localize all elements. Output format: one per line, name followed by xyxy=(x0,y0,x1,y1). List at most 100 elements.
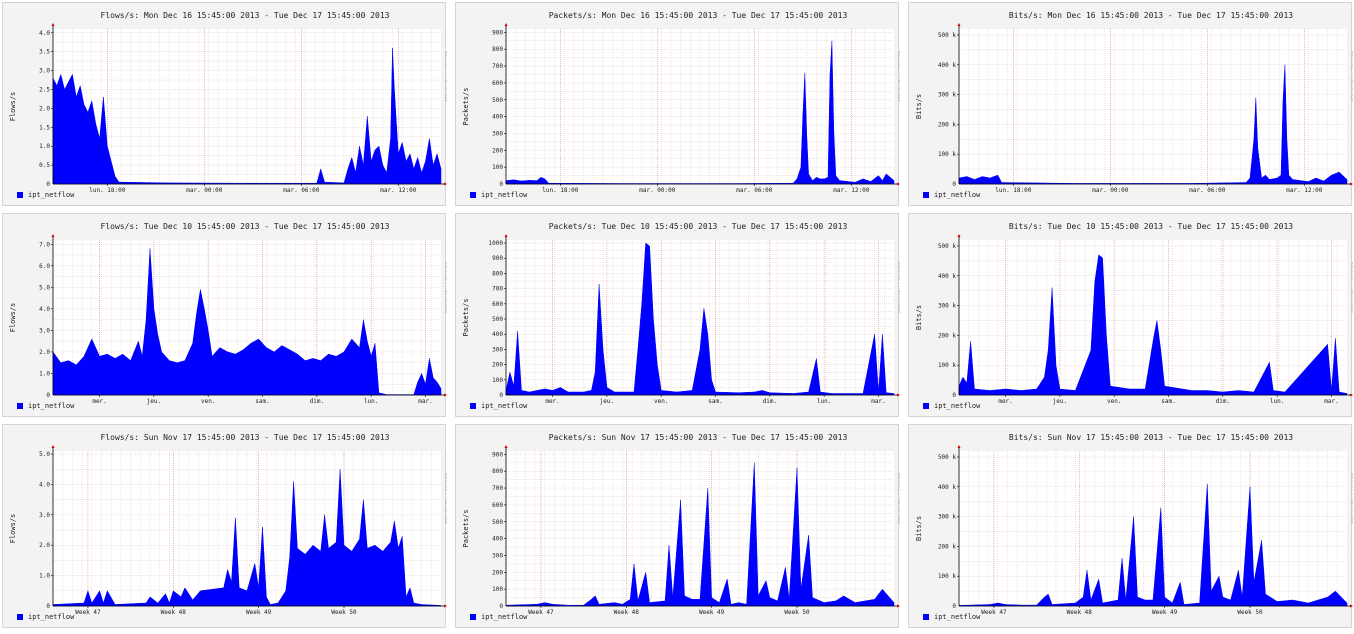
legend-label: ipt_netflow xyxy=(934,191,981,199)
x-axis-arrow xyxy=(897,393,900,397)
x-axis-arrow xyxy=(444,182,447,186)
y-tick-label: 1.0 xyxy=(39,573,50,580)
plot-area xyxy=(959,29,1347,184)
y-tick-label: 600 xyxy=(492,502,503,509)
graph-panel: 0 100 200 300 400 500 600 700 800 900 lun. 18:00 ma… xyxy=(455,2,900,206)
chart-title: Packets/s: Mon Dec 16 15:45:00 2013 - Tu… xyxy=(549,11,848,20)
series-area xyxy=(505,242,895,396)
y-axis-label: Flows/s xyxy=(9,303,17,333)
y-axis-arrow xyxy=(504,234,508,237)
y-tick-label: 500 k xyxy=(938,32,956,39)
y-tick-label: 700 xyxy=(492,485,503,492)
x-axis-arrow xyxy=(444,393,447,397)
x-tick-label: Week 48 xyxy=(614,609,640,616)
x-tick-label: lun. xyxy=(817,398,831,405)
x-tick-label: Week 49 xyxy=(1152,609,1178,616)
y-tick-label: 800 xyxy=(492,270,503,277)
rrdtool-watermark: RRDTOOL / TOBI OETIKER xyxy=(444,262,447,314)
y-tick-label: 0 xyxy=(499,392,503,399)
series-area xyxy=(958,254,1348,396)
legend-label: ipt_netflow xyxy=(28,613,75,621)
x-tick-label: lun. 18:00 xyxy=(995,187,1032,194)
y-axis-arrow xyxy=(51,23,55,26)
y-tick-label: 2.0 xyxy=(39,542,50,549)
x-tick-label: ven. xyxy=(654,398,668,405)
x-tick-label: Week 47 xyxy=(981,609,1007,616)
y-tick-label: 1.0 xyxy=(39,143,50,150)
graph-svg: 0 100 200 300 400 500 600 700 800 900 1000 mer. jeu.… xyxy=(462,222,900,405)
y-axis-label: Flows/s xyxy=(9,514,17,544)
x-tick-label: mar. xyxy=(418,398,432,405)
series-area xyxy=(52,469,442,607)
graph-svg: 0 100 200 300 400 500 600 700 800 900 lun. 18:00 ma… xyxy=(462,11,900,194)
x-tick-label: dim. xyxy=(763,398,777,405)
y-tick-label: 0 xyxy=(952,392,956,399)
y-tick-label: 600 xyxy=(492,80,503,87)
y-tick-label: 400 k xyxy=(938,273,956,280)
x-tick-label: mar. 12:00 xyxy=(1286,187,1323,194)
x-tick-label: Week 48 xyxy=(1067,609,1093,616)
x-tick-label: dim. xyxy=(1216,398,1230,405)
legend-label: ipt_netflow xyxy=(481,402,528,410)
graph-panel: 0 100 200 300 400 500 600 700 800 900 Week 47 Week … xyxy=(455,424,900,628)
y-tick-label: 100 xyxy=(492,164,503,171)
y-tick-label: 400 xyxy=(492,331,503,338)
y-tick-label: 900 xyxy=(492,255,503,262)
series-area xyxy=(505,462,895,607)
y-tick-label: 7.0 xyxy=(39,241,50,248)
x-tick-label: Week 50 xyxy=(331,609,357,616)
series-area xyxy=(958,483,1348,607)
x-tick-label: jeu. xyxy=(600,398,614,405)
y-tick-label: 100 k xyxy=(938,362,956,369)
y-tick-label: 200 xyxy=(492,362,503,369)
y-tick-label: 900 xyxy=(492,29,503,36)
y-tick-label: 2.0 xyxy=(39,105,50,112)
y-axis-label: Bits/s xyxy=(915,94,923,119)
legend-swatch xyxy=(470,403,476,409)
y-tick-label: 2.0 xyxy=(39,349,50,356)
x-tick-label: dim. xyxy=(310,398,324,405)
x-tick-label: mar. 12:00 xyxy=(833,187,870,194)
plot-area xyxy=(506,451,894,606)
series-area xyxy=(958,64,1348,185)
y-tick-label: 400 xyxy=(492,536,503,543)
x-axis-arrow xyxy=(1350,393,1353,397)
x-tick-label: jeu. xyxy=(1053,398,1067,405)
x-tick-label: mar. 00:00 xyxy=(186,187,223,194)
y-tick-label: 200 xyxy=(492,147,503,154)
graph-svg: 0 1.0 2.0 3.0 4.0 5.0 Week 47 Week 48 Week 49 Wee… xyxy=(9,433,447,616)
y-tick-label: 300 xyxy=(492,552,503,559)
graph-panel: 0 100 k 200 k 300 k 400 k 500 k Week 47 Week 48… xyxy=(908,424,1353,628)
y-tick-label: 500 k xyxy=(938,243,956,250)
graph-panel: 0 100 k 200 k 300 k 400 k 500 k lun. 18:00 mar.… xyxy=(908,2,1353,206)
y-axis-arrow xyxy=(957,23,961,26)
y-tick-label: 0 xyxy=(46,603,50,610)
legend-swatch xyxy=(17,403,23,409)
x-tick-label: lun. xyxy=(1270,398,1284,405)
legend-label: ipt_netflow xyxy=(481,191,528,199)
y-tick-label: 4.0 xyxy=(39,306,50,313)
legend-swatch xyxy=(923,403,929,409)
y-tick-label: 700 xyxy=(492,63,503,70)
x-tick-label: Week 49 xyxy=(246,609,272,616)
x-tick-label: Week 47 xyxy=(75,609,101,616)
y-tick-label: 200 xyxy=(492,569,503,576)
y-tick-label: 800 xyxy=(492,468,503,475)
y-axis-arrow xyxy=(957,234,961,237)
y-tick-label: 0 xyxy=(499,603,503,610)
legend: ipt_netflow xyxy=(470,613,527,621)
x-tick-label: sam. xyxy=(1161,398,1175,405)
x-tick-label: mer. xyxy=(545,398,559,405)
chart-title: Bits/s: Tue Dec 10 15:45:00 2013 - Tue D… xyxy=(1009,222,1293,231)
y-tick-label: 0.5 xyxy=(39,162,50,169)
chart-title: Flows/s: Tue Dec 10 15:45:00 2013 - Tue … xyxy=(101,222,390,231)
y-tick-label: 200 k xyxy=(938,543,956,550)
x-tick-label: lun. 18:00 xyxy=(542,187,579,194)
y-tick-label: 700 xyxy=(492,286,503,293)
chart-title: Bits/s: Sun Nov 17 15:45:00 2013 - Tue D… xyxy=(1009,433,1293,442)
legend-label: ipt_netflow xyxy=(28,191,75,199)
graph-panel: 0 100 k 200 k 300 k 400 k 500 k mer. jeu. ven. sa… xyxy=(908,213,1353,417)
x-axis-arrow xyxy=(897,182,900,186)
y-tick-label: 300 k xyxy=(938,92,956,99)
graph-svg: 0 100 k 200 k 300 k 400 k 500 k Week 47 Week 48… xyxy=(915,433,1353,616)
